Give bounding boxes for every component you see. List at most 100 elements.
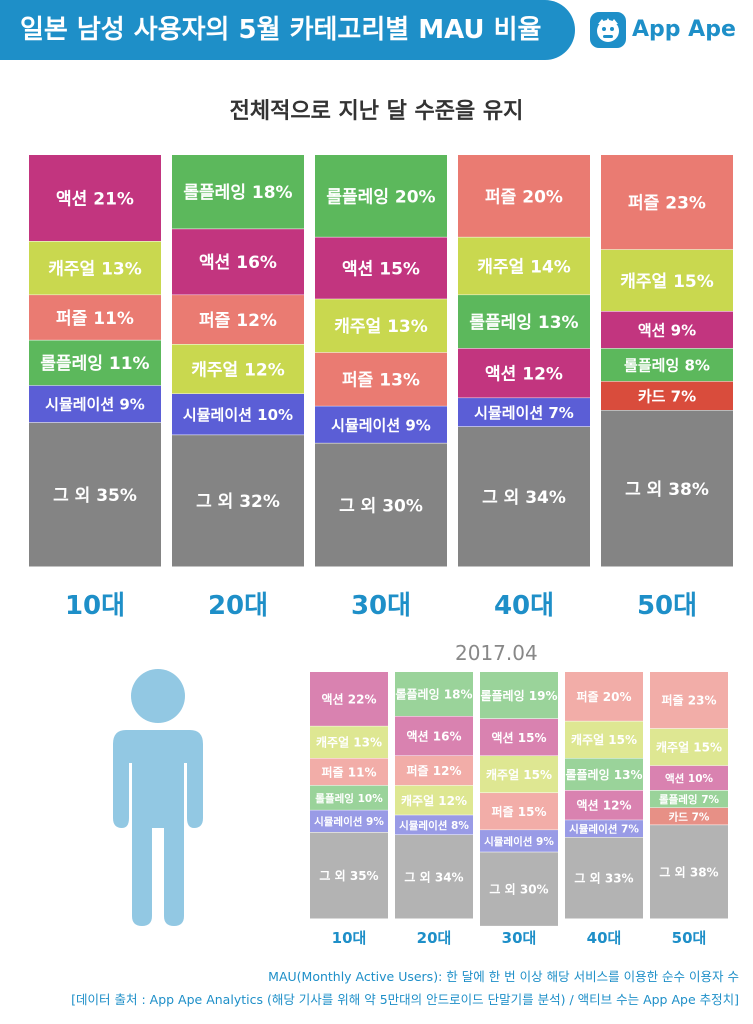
bar-segment-puzzle (458, 155, 590, 238)
bar-segment-action (565, 790, 643, 821)
bar-segment-casual (480, 755, 558, 794)
bar-segment-action (650, 765, 728, 791)
segment-label: 롤플레잉 13% (469, 313, 578, 333)
bar-segment-casual (601, 249, 733, 312)
segment-label: 퍼즐 13% (342, 371, 420, 391)
segment-label: 롤플레잉 11% (40, 354, 149, 374)
segment-label: 퍼즐 15% (492, 804, 547, 819)
segment-label: 액션 15% (342, 259, 420, 279)
segment-label: 그 외 38% (659, 864, 718, 879)
bar-segment-simulation (315, 406, 447, 444)
bar-segment-puzzle (650, 672, 728, 729)
segment-label: 액션 12% (485, 364, 563, 384)
bar-segment-action (458, 348, 590, 399)
brand-logo: App Ape (590, 12, 750, 52)
bar-segment-action (315, 237, 447, 300)
segment-label: 그 외 33% (574, 871, 633, 886)
bar-segment-simulation (395, 815, 473, 836)
bar-segment-casual (315, 299, 447, 353)
bar-segment-casual (395, 785, 473, 816)
bar-segment-roleplaying (480, 672, 558, 719)
segment-label: 액션 21% (56, 189, 134, 209)
segment-label: 롤플레잉 18% (395, 687, 472, 702)
page-title: 일본 남성 사용자의 5월 카테고리별 MAU 비율 (20, 15, 542, 45)
bar-segment-puzzle (480, 793, 558, 831)
segment-label: 롤플레잉 20% (326, 187, 435, 207)
bar-segment-action (29, 155, 161, 242)
bar-segment-other (29, 422, 161, 567)
segment-label: 시뮬레이션 10% (183, 406, 293, 424)
segment-label: 액션 15% (492, 730, 547, 745)
age-group-label: 40대 (494, 591, 554, 621)
bar-segment-other (650, 825, 728, 919)
ape-face-icon (590, 12, 626, 48)
segment-label: 시뮬레이션 9% (484, 835, 554, 848)
male-person-icon (108, 668, 208, 932)
segment-label: 액션 12% (577, 798, 632, 813)
segment-label: 캐주얼 13% (316, 736, 382, 750)
bar-segment-card (650, 807, 728, 826)
bar-segment-roleplaying (458, 295, 590, 349)
segment-label: 그 외 30% (489, 882, 548, 897)
main-stacked-bar-chart: 액션 21% 캐주얼 13% 퍼즐 11% 롤플레잉 11% 시뮬레이션 9% 그 외 3… (29, 155, 733, 621)
segment-label: 그 외 30% (339, 496, 423, 516)
segment-label: 액션 22% (322, 691, 377, 706)
segment-label: 퍼즐 23% (662, 693, 717, 708)
footnote-mau-definition: MAU(Monthly Active Users): 한 달에 한 번 이상 해… (268, 969, 739, 984)
segment-label: 액션 10% (665, 772, 714, 785)
segment-label: 퍼즐 23% (628, 194, 706, 214)
bar-segment-action (395, 716, 473, 756)
bar-segment-simulation (172, 393, 304, 436)
segment-label: 그 외 32% (196, 492, 280, 512)
comparison-period-label: 2017.04 (455, 641, 538, 665)
age-group-label: 50대 (637, 591, 697, 621)
segment-label: 퍼즐 20% (485, 187, 563, 207)
segment-label: 캐주얼 14% (477, 257, 571, 277)
bar-segment-roleplaying (310, 785, 388, 811)
bar-segment-other (480, 852, 558, 927)
bar-segment-roleplaying (172, 155, 304, 230)
segment-label: 캐주얼 15% (620, 272, 714, 292)
segment-label: 그 외 35% (53, 486, 137, 506)
bar-segment-other (310, 832, 388, 919)
bar-segment-other (315, 443, 447, 567)
segment-label: 캐주얼 12% (401, 794, 467, 808)
age-group-label: 20대 (417, 929, 452, 947)
segment-label: 롤플레잉 8% (624, 357, 710, 375)
segment-label: 캐주얼 13% (48, 259, 142, 279)
footnote-data-source: [데이터 출처 : App Ape Analytics (해당 기사를 위해 약… (71, 992, 739, 1007)
segment-label: 롤플레잉 7% (659, 793, 720, 806)
bar-segment-puzzle (310, 758, 388, 786)
bar-segment-other (458, 426, 590, 567)
segment-label: 액션 16% (407, 729, 462, 744)
segment-label: 시뮬레이션 9% (331, 416, 431, 434)
segment-label: 롤플레잉 19% (480, 688, 557, 703)
bar-segment-other (172, 435, 304, 567)
bar-segment-roleplaying (565, 758, 643, 791)
segment-label: 퍼즐 20% (577, 689, 632, 704)
segment-label: 시뮬레이션 7% (569, 823, 639, 836)
segment-label: 액션 9% (638, 322, 696, 340)
bar-segment-simulation (29, 385, 161, 423)
brand-name: App Ape (632, 17, 736, 42)
segment-label: 시뮬레이션 8% (399, 819, 469, 832)
segment-label: 그 외 34% (404, 869, 463, 884)
age-group-label: 20대 (208, 591, 268, 621)
segment-label: 그 외 35% (319, 868, 378, 883)
age-group-label: 40대 (587, 929, 622, 947)
age-group-label: 50대 (672, 929, 707, 947)
age-group-label: 10대 (332, 929, 367, 947)
segment-label: 그 외 38% (625, 480, 709, 500)
bar-segment-simulation (480, 830, 558, 853)
bar-segment-puzzle (315, 352, 447, 407)
segment-label: 액션 16% (199, 253, 277, 273)
bar-segment-casual (172, 344, 304, 394)
bar-segment-roleplaying (650, 790, 728, 808)
segment-label: 시뮬레이션 7% (474, 404, 574, 422)
bar-segment-casual (458, 237, 590, 296)
bar-segment-casual (310, 726, 388, 759)
age-group-label: 10대 (65, 591, 125, 621)
segment-label: 그 외 34% (482, 488, 566, 508)
bar-segment-action (601, 311, 733, 349)
segment-label: 캐주얼 12% (191, 360, 285, 380)
